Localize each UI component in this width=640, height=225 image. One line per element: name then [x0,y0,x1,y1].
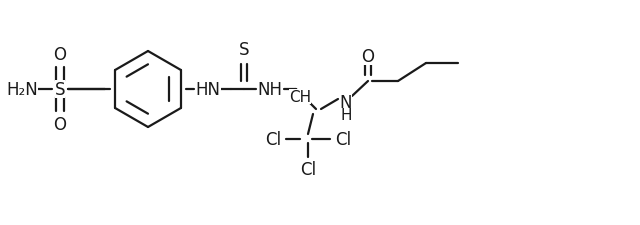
Text: H: H [340,108,352,123]
Text: O: O [362,48,374,66]
Text: Cl: Cl [335,130,351,148]
Text: O: O [54,115,67,133]
Text: H₂N: H₂N [6,81,38,99]
Text: O: O [54,46,67,64]
Text: Cl: Cl [300,160,316,178]
Text: N: N [340,94,352,112]
Text: CH: CH [289,90,311,105]
Text: S: S [55,81,65,99]
Text: NH: NH [257,81,282,99]
Text: S: S [239,41,249,59]
Text: Cl: Cl [265,130,281,148]
Text: HN: HN [195,81,221,99]
